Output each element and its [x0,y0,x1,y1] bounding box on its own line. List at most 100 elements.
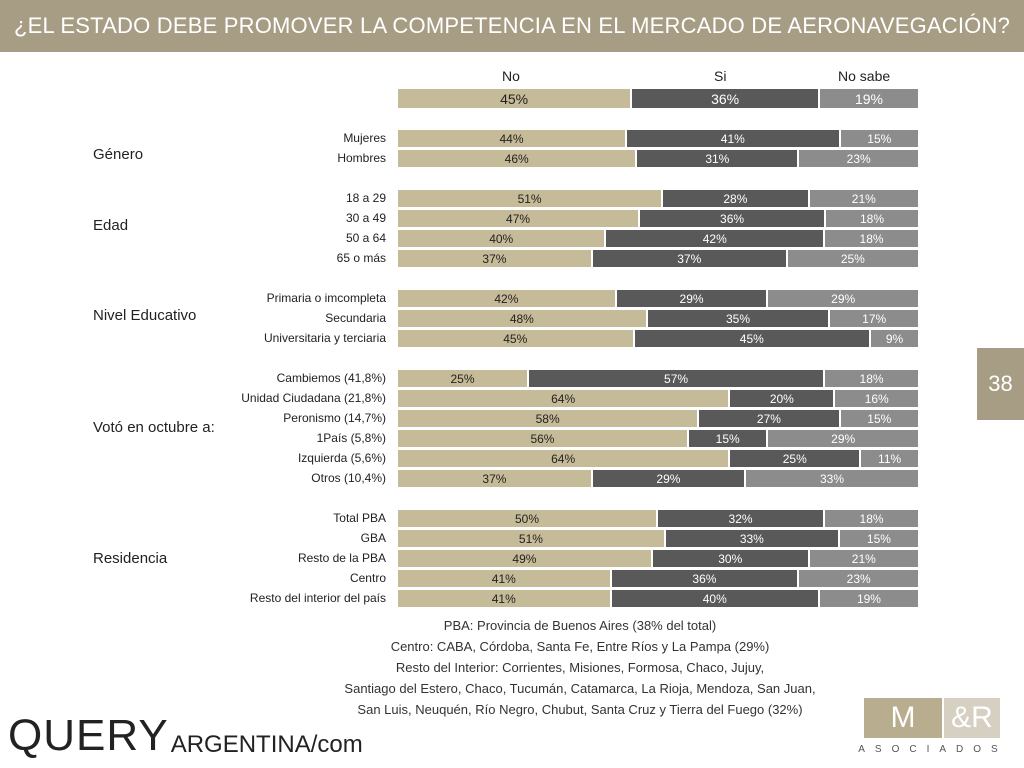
stacked-bar: 45% 45% 9% [398,330,918,347]
stacked-bar: 56% 15% 29% [398,430,918,447]
segment-si: 35% [645,310,829,327]
header-no: No [502,68,520,84]
logo-r: &R [944,698,1000,738]
segment-no-sabe: 15% [837,530,918,547]
segment-si: 36% [609,570,798,587]
query-argentina-logo: QUERY ARGENTINA/com [8,700,363,760]
segment-si: 30% [650,550,808,567]
header-no-sabe: No sabe [838,68,891,84]
group-label: Residencia [93,550,168,567]
stacked-bar: 47% 36% 18% [398,210,918,227]
row-label: Primaria o imcompleta [266,291,386,305]
row-label: Universitaria y terciaria [263,331,386,345]
segment-no: 51% [398,530,664,547]
segment-no-sabe: 25% [785,250,918,267]
segment-no: 25% [398,370,527,387]
logo-query-text: QUERY [8,711,169,760]
row-label: Total PBA [333,511,386,525]
row-label: 30 a 49 [345,211,386,225]
segment-no: 41% [398,570,610,587]
page-title: ¿EL ESTADO DEBE PROMOVER LA COMPETENCIA … [0,0,1024,52]
segment-no: 44% [398,130,626,147]
footnote-line: Santiago del Estero, Chaco, Tucumán, Cat… [344,681,816,696]
row-label: 1País (5,8%) [316,431,386,445]
segment-no: 48% [398,310,646,327]
segment-no-sabe: 21% [807,550,918,567]
stacked-bar: 40% 42% 18% [398,230,918,247]
segment-no-sabe: 18% [823,510,918,527]
stacked-bar: 45% 36% 19% [398,89,918,108]
row-label: Unidad Ciudadana (21,8%) [241,391,386,405]
segment-si: 20% [728,390,834,407]
segment-si: 37% [590,250,786,267]
segment-no: 51% [398,190,662,207]
segment-no: 45% [398,89,631,108]
stacked-bar: 41% 36% 23% [398,570,919,587]
group-label: Nivel Educativo [93,307,197,324]
stacked-bar: 51% 33% 15% [398,530,918,547]
segment-no-sabe: 23% [797,150,918,167]
segment-si: 28% [661,190,808,207]
segment-no-sabe: 18% [823,230,918,247]
row-label: Mujeres [343,131,386,145]
segment-no-sabe: 17% [828,310,919,327]
stacked-bar: 49% 30% 21% [398,550,918,567]
row-label: Centro [349,571,386,585]
segment-no: 37% [398,250,591,267]
segment-si: 33% [663,530,838,547]
segment-no: 47% [398,210,639,227]
mr-asociados-logo: M &R ASOCIADOS [858,694,1008,766]
segment-no: 45% [398,330,633,347]
stacked-bar: 25% 57% 18% [398,370,918,387]
stacked-bar: 46% 31% 23% [398,150,918,167]
stacked-bar: 64% 25% 11% [398,450,918,467]
segment-no: 49% [398,550,651,567]
segment-si: 41% [625,130,839,147]
segment-no: 42% [398,290,615,307]
stacked-bar: 41% 40% 19% [398,590,918,607]
segment-no-sabe: 9% [869,330,918,347]
row-label: Hombres [337,151,386,165]
stacked-bar: 37% 29% 33% [398,470,918,487]
segment-no-sabe: 16% [833,390,918,407]
segment-si: 29% [590,470,744,487]
stacked-bar: 37% 37% 25% [398,250,918,267]
segment-no: 46% [398,150,636,167]
logo-m: M [864,698,942,738]
stacked-bar: 64% 20% 16% [398,390,918,407]
segment-si: 32% [656,510,824,527]
row-label: Resto de la PBA [297,551,386,565]
stacked-bar: 50% 32% 18% [398,510,918,527]
segment-si: 27% [697,410,839,427]
row-label: 65 o más [336,251,386,265]
segment-no: 58% [398,410,698,427]
segment-si: 42% [604,230,824,247]
segment-no-sabe: 23% [797,570,919,587]
segment-no-sabe: 15% [838,410,918,427]
segment-no-sabe: 19% [817,590,918,607]
stacked-bar: 44% 41% 15% [398,130,918,147]
segment-no: 64% [398,450,729,467]
segment-no: 40% [398,230,605,247]
segment-si: 57% [527,370,824,387]
segment-si: 36% [630,89,818,108]
group-label: Votó en octubre a: [93,419,215,436]
segment-si: 29% [614,290,767,307]
group-label: Género [93,146,144,163]
group-label: Edad [93,217,129,234]
segment-no-sabe: 15% [838,130,918,147]
stacked-bar: 51% 28% 21% [398,190,918,207]
logo-asociados-text: ASOCIADOS [858,744,1008,755]
row-label: Resto del interior del país [249,591,386,605]
segment-no: 56% [398,430,687,447]
row-label: 18 a 29 [345,191,386,205]
footnote-line: Resto del Interior: Corrientes, Misiones… [395,660,765,675]
stacked-bar: 48% 35% 17% [398,310,919,327]
row-label: Peronismo (14,7%) [283,411,386,425]
segment-no-sabe: 18% [823,370,918,387]
row-label: Secundaria [325,311,386,325]
logo-argentina-text: ARGENTINA/com [170,731,363,758]
segment-no-sabe: 33% [744,470,918,487]
row-label: Otros (10,4%) [311,471,386,485]
stacked-bar: 58% 27% 15% [398,410,918,427]
